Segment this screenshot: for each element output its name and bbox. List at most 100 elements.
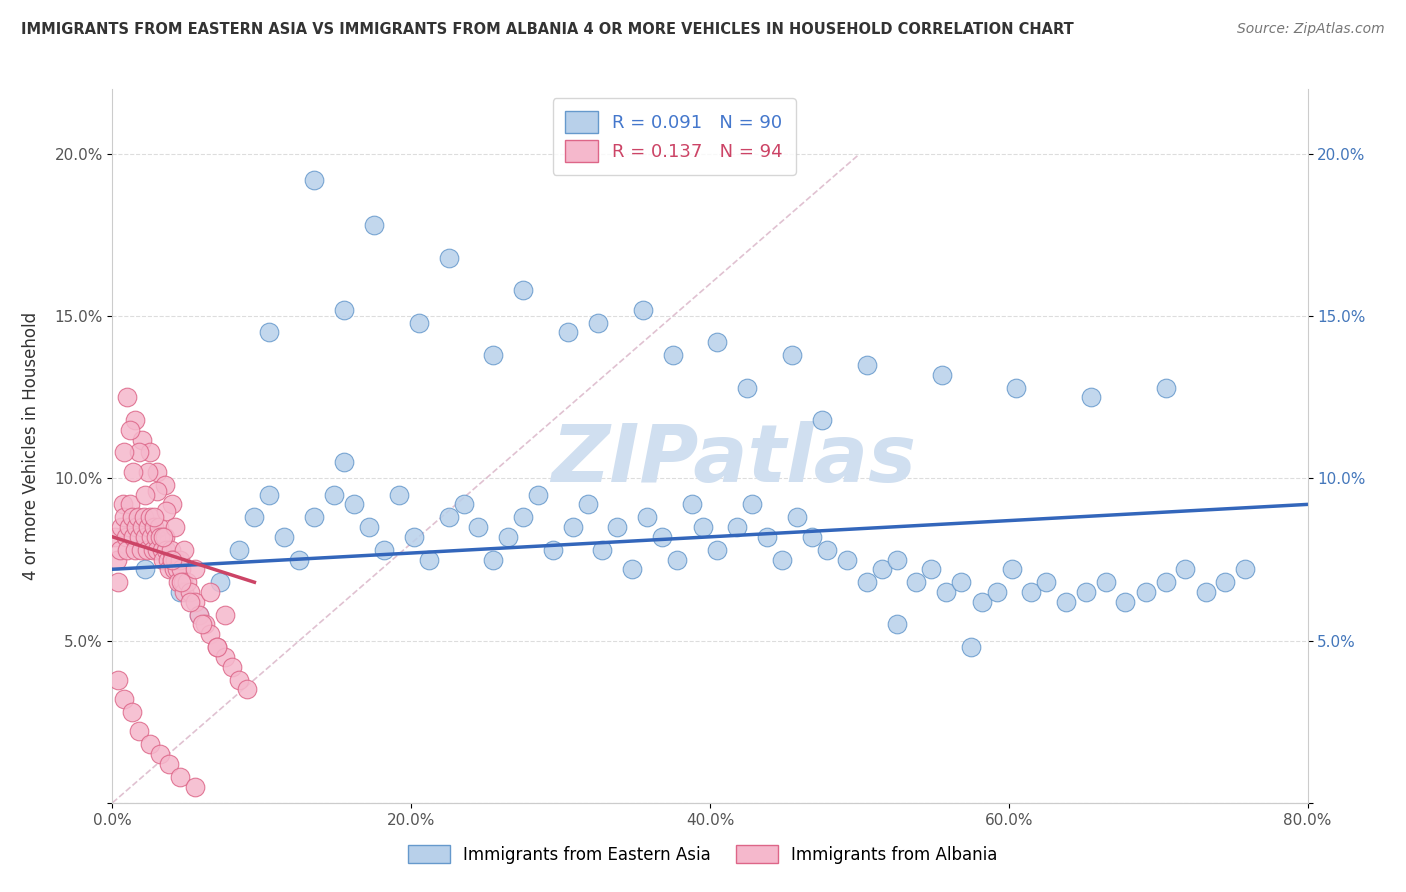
Point	[950, 575, 973, 590]
Point	[157, 562, 180, 576]
Point	[108, 542, 131, 557]
Point	[124, 413, 146, 427]
Point	[117, 542, 139, 557]
Point	[1174, 562, 1197, 576]
Point	[302, 173, 325, 187]
Point	[145, 530, 167, 544]
Point	[741, 497, 763, 511]
Point	[105, 552, 128, 566]
Point	[770, 552, 793, 566]
Point	[146, 465, 169, 479]
Point	[143, 510, 166, 524]
Point	[800, 530, 823, 544]
Point	[170, 562, 193, 576]
Point	[205, 640, 228, 654]
Point	[621, 562, 644, 576]
Point	[165, 520, 187, 534]
Point	[172, 575, 194, 590]
Point	[139, 738, 162, 752]
Point	[482, 348, 505, 362]
Point	[236, 682, 259, 697]
Point	[183, 562, 205, 576]
Point	[214, 607, 236, 622]
Point	[960, 640, 983, 654]
Point	[692, 520, 714, 534]
Point	[110, 520, 132, 534]
Point	[165, 552, 187, 566]
Point	[205, 640, 228, 654]
Point	[359, 520, 381, 534]
Point	[920, 562, 942, 576]
Point	[856, 575, 879, 590]
Point	[388, 488, 411, 502]
Point	[737, 381, 759, 395]
Point	[221, 659, 243, 673]
Point	[104, 530, 127, 544]
Point	[288, 552, 311, 566]
Point	[631, 302, 654, 317]
Point	[228, 673, 250, 687]
Point	[1080, 390, 1102, 404]
Point	[131, 433, 153, 447]
Point	[194, 617, 217, 632]
Point	[1114, 595, 1136, 609]
Point	[273, 530, 295, 544]
Point	[139, 510, 162, 524]
Point	[651, 530, 673, 544]
Point	[437, 510, 460, 524]
Point	[179, 585, 201, 599]
Point	[148, 520, 170, 534]
Point	[125, 520, 148, 534]
Point	[527, 488, 550, 502]
Point	[122, 465, 145, 479]
Point	[606, 520, 628, 534]
Point	[666, 552, 689, 566]
Point	[138, 465, 160, 479]
Point	[373, 542, 395, 557]
Point	[1215, 575, 1237, 590]
Point	[114, 445, 135, 459]
Text: Source: ZipAtlas.com: Source: ZipAtlas.com	[1237, 22, 1385, 37]
Point	[163, 562, 186, 576]
Point	[592, 542, 614, 557]
Point	[120, 497, 142, 511]
Point	[725, 520, 748, 534]
Point	[681, 497, 703, 511]
Point	[169, 770, 191, 784]
Point	[122, 530, 145, 544]
Point	[780, 348, 803, 362]
Point	[179, 595, 201, 609]
Point	[482, 552, 505, 566]
Point	[214, 649, 236, 664]
Point	[128, 445, 150, 459]
Point	[188, 607, 211, 622]
Point	[931, 368, 953, 382]
Point	[815, 542, 838, 557]
Point	[114, 510, 135, 524]
Point	[970, 595, 993, 609]
Point	[453, 497, 475, 511]
Point	[188, 607, 211, 622]
Point	[159, 542, 181, 557]
Point	[541, 542, 564, 557]
Point	[259, 326, 281, 340]
Point	[132, 510, 155, 524]
Point	[155, 542, 177, 557]
Point	[157, 756, 180, 771]
Point	[107, 575, 129, 590]
Point	[1154, 381, 1177, 395]
Point	[117, 390, 139, 404]
Point	[935, 585, 957, 599]
Point	[120, 423, 142, 437]
Point	[1095, 575, 1118, 590]
Point	[114, 692, 135, 706]
Point	[1135, 585, 1157, 599]
Point	[138, 520, 160, 534]
Point	[170, 575, 193, 590]
Point	[811, 413, 834, 427]
Point	[173, 585, 195, 599]
Point	[1001, 562, 1024, 576]
Point	[142, 542, 165, 557]
Point	[870, 562, 893, 576]
Point	[128, 724, 150, 739]
